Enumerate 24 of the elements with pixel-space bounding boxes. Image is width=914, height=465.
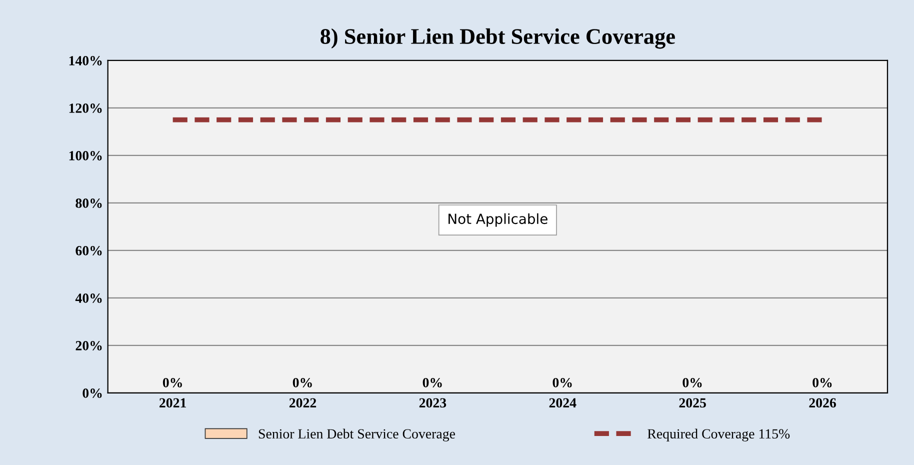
chart-title: 8) Senior Lien Debt Service Coverage — [320, 28, 675, 49]
y-tick-label: 20% — [76, 341, 102, 350]
y-tick-label: 80% — [76, 198, 102, 208]
annotation: Not Applicable — [448, 213, 548, 227]
x-tick-label: 2025 — [679, 398, 706, 408]
data-label: 0% — [292, 378, 312, 388]
legend-label: Senior Lien Debt Service Coverage — [258, 428, 455, 442]
data-label: 0% — [552, 378, 572, 388]
y-tick-label: 0% — [82, 388, 102, 398]
x-tick-label: 2024 — [549, 398, 576, 408]
y-tick-label: 120% — [69, 104, 102, 113]
data-label: 0% — [812, 378, 832, 388]
data-label: 0% — [422, 378, 442, 388]
x-tick-label: 2022 — [289, 398, 316, 408]
x-tick-label: 2021 — [160, 398, 186, 408]
x-tick-label: 2023 — [419, 398, 446, 408]
y-tick-label: 100% — [69, 151, 102, 160]
x-tick-label: 2026 — [809, 398, 836, 408]
legend-label: Required Coverage 115% — [648, 428, 790, 442]
y-tick-label: 140% — [69, 56, 102, 66]
data-label: 0% — [162, 378, 182, 388]
data-label: 0% — [682, 378, 702, 388]
y-tick-label: 40% — [75, 294, 102, 303]
y-tick-label: 60% — [76, 246, 102, 256]
